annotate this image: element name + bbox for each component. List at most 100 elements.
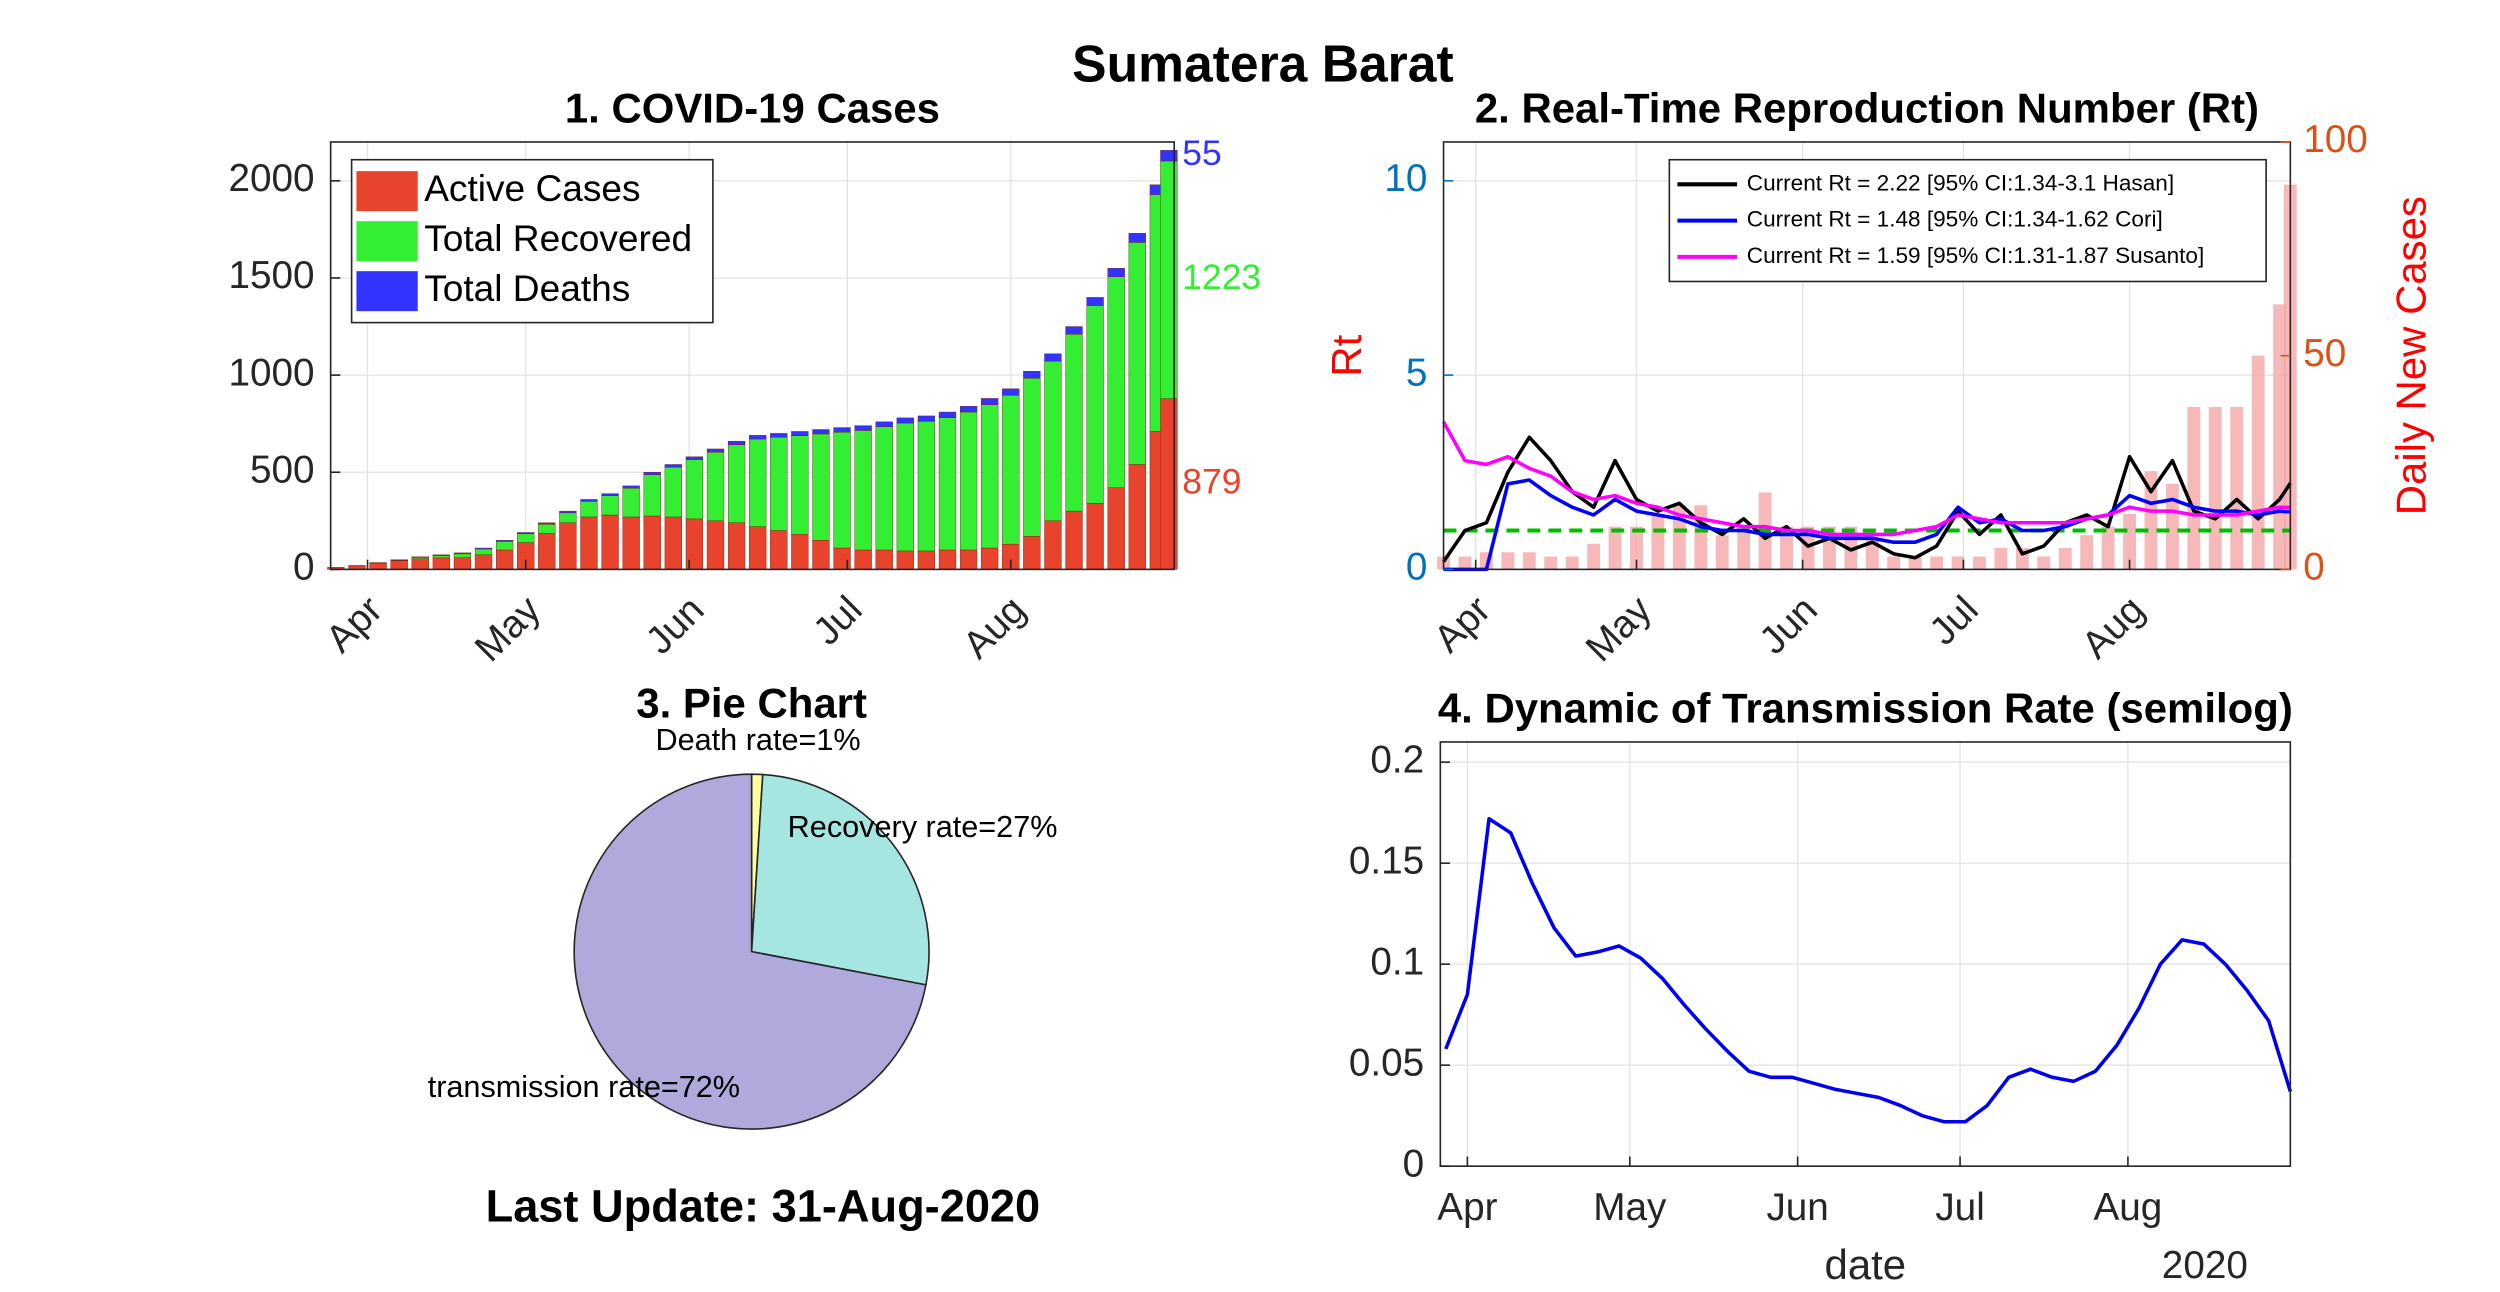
y-tick-label: 0.05 [1349, 1041, 1424, 1084]
y-axis-label: Rt [1323, 334, 1370, 376]
bar [1128, 233, 1146, 243]
bar [453, 557, 472, 570]
daily-bar [1694, 505, 1708, 570]
y2-tick-label: 50 [2303, 332, 2346, 375]
bar [812, 433, 830, 541]
chart-title: 2. Real-Time Reproduction Number (Rt) [1475, 84, 2259, 131]
daily-bar [1994, 548, 2008, 570]
bar [917, 421, 936, 552]
bar [749, 526, 767, 570]
daily-bar [2251, 355, 2265, 570]
daily-bar [1544, 556, 1558, 570]
daily-bar [1608, 526, 1622, 570]
y-tick-label: 0 [1403, 1142, 1425, 1185]
bar [580, 499, 598, 502]
figure-title: Sumatera Barat [1072, 34, 1454, 92]
legend-box [1668, 158, 2267, 283]
daily-bar [2144, 471, 2158, 570]
bar [1086, 297, 1104, 306]
bar [1044, 360, 1062, 522]
bar [1086, 305, 1104, 504]
bar [474, 548, 493, 556]
y2-tick-label: 0 [2303, 546, 2325, 589]
y-tick-label: 10 [1384, 157, 1427, 200]
bar [474, 554, 493, 570]
x-tick-label: Aug [2093, 1186, 2162, 1229]
bar [791, 534, 809, 570]
daily-bar [2123, 513, 2136, 570]
daily-bar [2058, 548, 2072, 570]
bar [812, 429, 830, 435]
chart-title: 1. COVID-19 Cases [565, 84, 940, 131]
y-tick-label: 0 [293, 546, 315, 589]
x-tick-label: Jul [1935, 1186, 1984, 1229]
x-axis-label: date [1825, 1241, 1907, 1288]
y2-tick-label: 100 [2303, 118, 2368, 161]
bar [559, 522, 577, 570]
y-tick-label: 0.15 [1349, 839, 1424, 882]
bar [369, 562, 387, 570]
last-update: Last Update: 31-Aug-2020 [486, 1181, 1041, 1232]
bar [1065, 334, 1083, 512]
bar [664, 516, 682, 570]
bar [854, 425, 872, 431]
bar [727, 522, 746, 570]
bar [854, 430, 872, 551]
bar [622, 516, 640, 570]
bar [601, 495, 619, 516]
bar [622, 485, 640, 489]
bar [685, 459, 704, 520]
bar [580, 501, 598, 518]
bar [875, 421, 893, 427]
daily-bar [2080, 535, 2094, 570]
bar [559, 512, 577, 523]
y-tick-label: 1500 [228, 254, 314, 297]
bar [495, 541, 514, 551]
bar [770, 433, 788, 438]
bar [938, 417, 957, 551]
daily-bar [2037, 556, 2051, 570]
bar [981, 547, 999, 570]
chart-title: 4. Dynamic of Transmission Rate (semilog… [1438, 684, 2293, 731]
y-tick-label: 2000 [228, 157, 314, 200]
bar [1065, 510, 1083, 570]
bar [432, 557, 450, 570]
bar [1044, 353, 1062, 362]
bar [538, 522, 556, 525]
value-label: 879 [1182, 461, 1241, 501]
bar [1107, 268, 1125, 278]
bar [854, 549, 872, 570]
daily-bar [1458, 556, 1472, 570]
pie-slice [573, 773, 927, 1130]
bar [538, 533, 556, 570]
daily-bar [1973, 556, 1986, 570]
pie-label: Recovery rate=27% [788, 810, 1058, 844]
bar [1023, 536, 1041, 570]
pie-slice [750, 773, 930, 986]
daily-bar [2208, 406, 2222, 570]
line [1443, 478, 2291, 572]
daily-bar [2230, 406, 2244, 570]
daily-bar [1951, 556, 1965, 570]
daily-bar [1501, 552, 1515, 570]
bar [812, 540, 830, 570]
daily-bar [1630, 526, 1643, 570]
bar [1044, 520, 1062, 570]
bar [453, 553, 472, 558]
bar [1107, 276, 1125, 488]
bar [875, 549, 893, 570]
bar [495, 549, 514, 570]
bar [749, 435, 767, 440]
daily-bar [1801, 526, 1815, 570]
daily-bar [1565, 556, 1579, 570]
bar [1002, 395, 1020, 545]
bar [896, 422, 914, 552]
y-tick-label: 0 [1406, 546, 1428, 589]
y-tick-label: 1000 [228, 351, 314, 394]
legend-swatch [356, 171, 418, 212]
y2-axis-label: Daily New Cases [2388, 196, 2435, 515]
bar [896, 550, 914, 570]
daily-bar [2101, 526, 2115, 570]
y-tick-label: 0.1 [1370, 940, 1424, 983]
